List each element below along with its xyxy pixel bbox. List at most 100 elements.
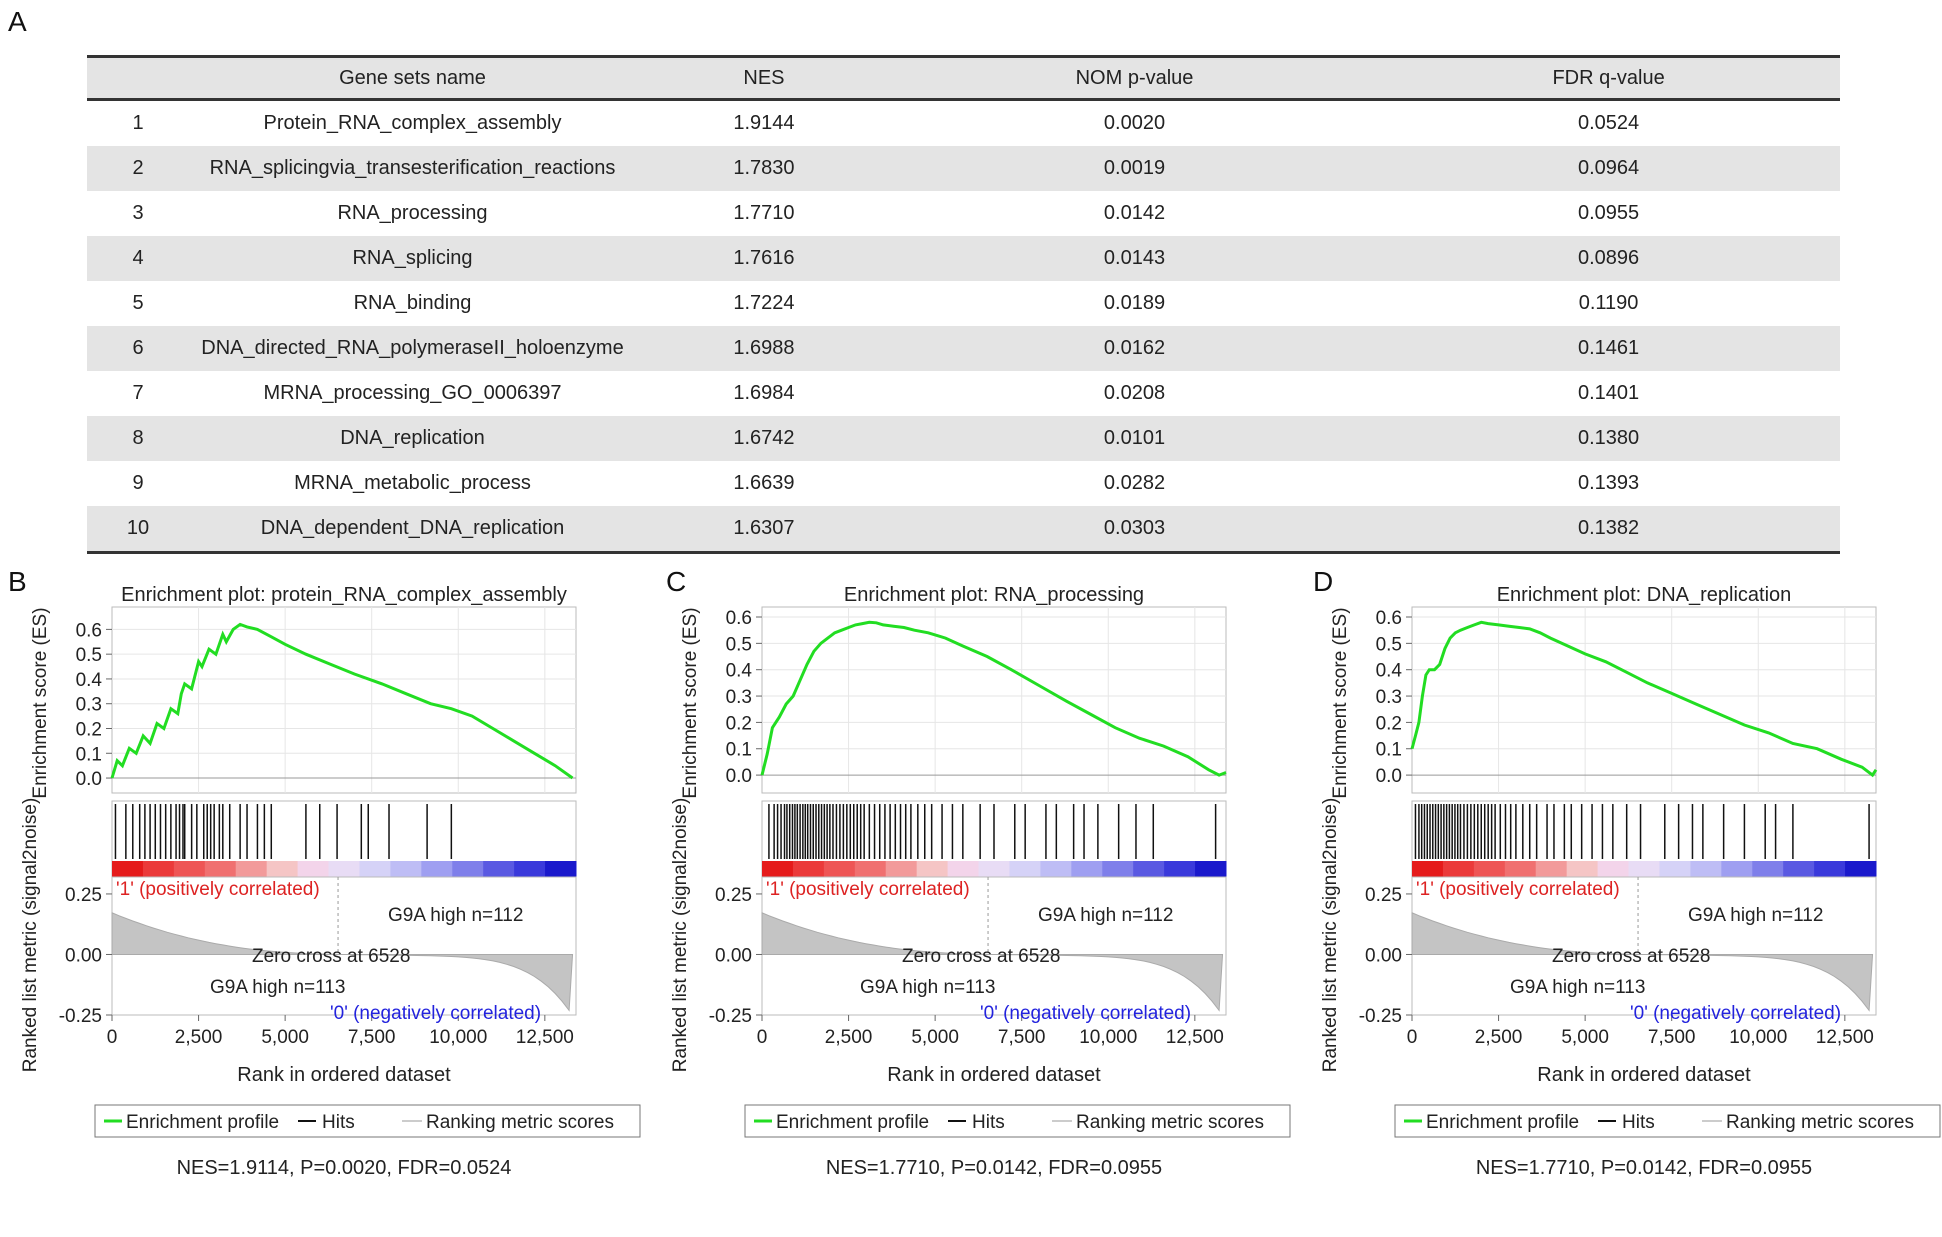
gene-set-table: Gene sets name NES NOM p-value FDR q-val… bbox=[87, 55, 1840, 554]
stats-footer: NES=1.7710, P=0.0142, FDR=0.0955 bbox=[826, 1157, 1162, 1179]
rank-color-segment bbox=[762, 861, 794, 877]
row-index: 6 bbox=[87, 326, 189, 371]
table-body: 1 Protein_RNA_complex_assembly 1.9144 0.002… bbox=[87, 100, 1840, 553]
x-tick-label: 2,500 bbox=[175, 1027, 223, 1048]
rank-color-segment bbox=[359, 861, 391, 877]
es-axis-label: Enrichment score (ES) bbox=[680, 607, 701, 798]
fdr-q-value: 0.1382 bbox=[1377, 506, 1840, 553]
fdr-q-value: 0.1461 bbox=[1377, 326, 1840, 371]
plot-title: Enrichment plot: RNA_processing bbox=[844, 584, 1144, 606]
es-tick-label: 0.1 bbox=[726, 740, 752, 761]
legend-enrichment-profile: Enrichment profile bbox=[126, 1112, 279, 1133]
gene-set-name: RNA_splicingvia_transesterification_reac… bbox=[189, 146, 636, 191]
table-row: 4 RNA_splicing 1.7616 0.0143 0.0896 bbox=[87, 236, 1840, 281]
rank-color-segment bbox=[916, 861, 949, 877]
rank-color-segment bbox=[142, 861, 175, 877]
legend-enrichment-profile: Enrichment profile bbox=[1426, 1112, 1579, 1133]
rank-tick-label: -0.25 bbox=[709, 1006, 752, 1027]
nom-p-value: 0.0019 bbox=[891, 146, 1378, 191]
header-gene-set-name: Gene sets name bbox=[189, 56, 636, 101]
ranking-metric-area bbox=[761, 912, 1224, 1012]
nes-value: 1.6988 bbox=[636, 326, 892, 371]
es-tick-label: 0.5 bbox=[1376, 634, 1402, 655]
rank-color-segment bbox=[1040, 861, 1072, 877]
enrichment-panel-d: Enrichment plot: DNA_replication 0.0 0.1 0.… bbox=[1300, 565, 1941, 1237]
rank-color-segment bbox=[1721, 861, 1753, 877]
rank-color-segment bbox=[792, 861, 825, 877]
row-index: 2 bbox=[87, 146, 189, 191]
rank-color-segment bbox=[390, 861, 422, 877]
enrichment-plot-d: Enrichment plot: DNA_replication 0.0 0.1 0.… bbox=[1320, 584, 1941, 1179]
nes-value: 1.6307 bbox=[636, 506, 892, 553]
rank-color-segment bbox=[452, 861, 484, 877]
table-row: 3 RNA_processing 1.7710 0.0142 0.0955 bbox=[87, 191, 1840, 236]
rank-color-segment bbox=[1597, 861, 1630, 877]
row-index: 3 bbox=[132, 202, 144, 224]
row-index: 5 bbox=[132, 292, 144, 314]
nes-value: 1.9144 bbox=[733, 112, 795, 134]
x-axis-label: Rank in ordered dataset bbox=[237, 1064, 451, 1086]
gene-set-name: DNA_dependent_DNA_replication bbox=[189, 506, 636, 553]
es-tick-label: 0.0 bbox=[726, 766, 752, 787]
gene-set-name: RNA_processing bbox=[337, 202, 488, 224]
positive-correlation-label: '1' (positively correlated) bbox=[1416, 879, 1620, 900]
nom-p-value: 0.0101 bbox=[891, 416, 1378, 461]
enrichment-profile-line bbox=[760, 620, 1227, 777]
rank-tick-label: 0.25 bbox=[715, 885, 752, 906]
legend-enrichment-profile: Enrichment profile bbox=[776, 1112, 929, 1133]
stats-footer: NES=1.7710, P=0.0142, FDR=0.0955 bbox=[1476, 1157, 1812, 1179]
rank-color-segment bbox=[514, 861, 546, 877]
group-label-n112: G9A high n=112 bbox=[1038, 905, 1173, 926]
nom-p-value: 0.0282 bbox=[1103, 472, 1166, 494]
es-tick-label: 0.3 bbox=[76, 695, 102, 716]
enrichment-plot-c: Enrichment plot: RNA_processing 0.0 0.1 0.2… bbox=[670, 584, 1291, 1179]
fdr-q-value: 0.0964 bbox=[1377, 146, 1840, 191]
nom-p-value: 0.0143 bbox=[891, 236, 1378, 281]
rank-color-segment bbox=[1164, 861, 1196, 877]
fdr-q-value: 0.0524 bbox=[1577, 112, 1640, 134]
fdr-q-value: 0.0896 bbox=[1377, 236, 1840, 281]
zero-cross-label: Zero cross at 6528 bbox=[252, 946, 410, 967]
rank-color-segment bbox=[1659, 861, 1691, 877]
rank-color-segment bbox=[1690, 861, 1722, 877]
row-index: 7 bbox=[132, 382, 144, 404]
gene-set-name: DNA_directed_RNA_polymeraseII_holoenzyme bbox=[189, 326, 636, 371]
nes-value: 1.6742 bbox=[636, 416, 892, 461]
table-row: 2 RNA_splicingvia_transesterification_rea… bbox=[87, 146, 1840, 191]
rank-color-segment bbox=[1442, 861, 1475, 877]
rank-color-segment bbox=[978, 861, 1010, 877]
rank-color-segment bbox=[1845, 861, 1877, 877]
es-tick-label: 0.3 bbox=[726, 687, 752, 708]
ranking-metric-area bbox=[1411, 912, 1874, 1012]
table-row: 7 MRNA_processing_GO_0006397 1.6984 0.0208 0… bbox=[87, 371, 1840, 416]
x-tick-label: 2,500 bbox=[1475, 1027, 1523, 1048]
header-fdr-q: FDR q-value bbox=[1377, 56, 1840, 101]
nes-value: 1.7616 bbox=[636, 236, 892, 281]
table-row: 1 Protein_RNA_complex_assembly 1.9144 0.002… bbox=[87, 100, 1840, 147]
nom-p-value: 0.0303 bbox=[891, 506, 1378, 553]
table-row: 5 RNA_binding 1.7224 0.0189 0.1190 bbox=[87, 281, 1840, 326]
nes-value: 1.7710 bbox=[733, 202, 795, 224]
nes-value: 1.6984 bbox=[733, 382, 795, 404]
x-tick-label: 12,500 bbox=[1166, 1027, 1224, 1048]
header-nes: NES bbox=[636, 56, 892, 101]
x-axis-label: Rank in ordered dataset bbox=[1537, 1064, 1751, 1086]
es-tick-label: 0.3 bbox=[1376, 687, 1402, 708]
rank-tick-label: 0.00 bbox=[1365, 945, 1402, 966]
es-tick-label: 0.2 bbox=[726, 713, 752, 734]
rank-color-segment bbox=[235, 861, 268, 877]
legend-hits: Hits bbox=[972, 1112, 1005, 1133]
negative-correlation-label: '0' (negatively correlated) bbox=[980, 1003, 1191, 1024]
rank-color-segment bbox=[297, 861, 330, 877]
panel-label-c: C bbox=[666, 566, 687, 597]
x-tick-label: 0 bbox=[107, 1027, 118, 1048]
rank-tick-label: 0.00 bbox=[65, 945, 102, 966]
group-label-n113: G9A high n=113 bbox=[1510, 977, 1645, 998]
rank-tick-label: 0.25 bbox=[65, 885, 102, 906]
x-tick-label: 10,000 bbox=[429, 1027, 487, 1048]
plot-title: Enrichment plot: DNA_replication bbox=[1497, 584, 1792, 606]
es-axis-label: Enrichment score (ES) bbox=[1330, 607, 1351, 798]
fdr-q-value: 0.1190 bbox=[1578, 292, 1639, 314]
enrichment-panel-c: Enrichment plot: RNA_processing 0.0 0.1 0.2… bbox=[650, 565, 1291, 1237]
rank-tick-label: -0.25 bbox=[1359, 1006, 1402, 1027]
